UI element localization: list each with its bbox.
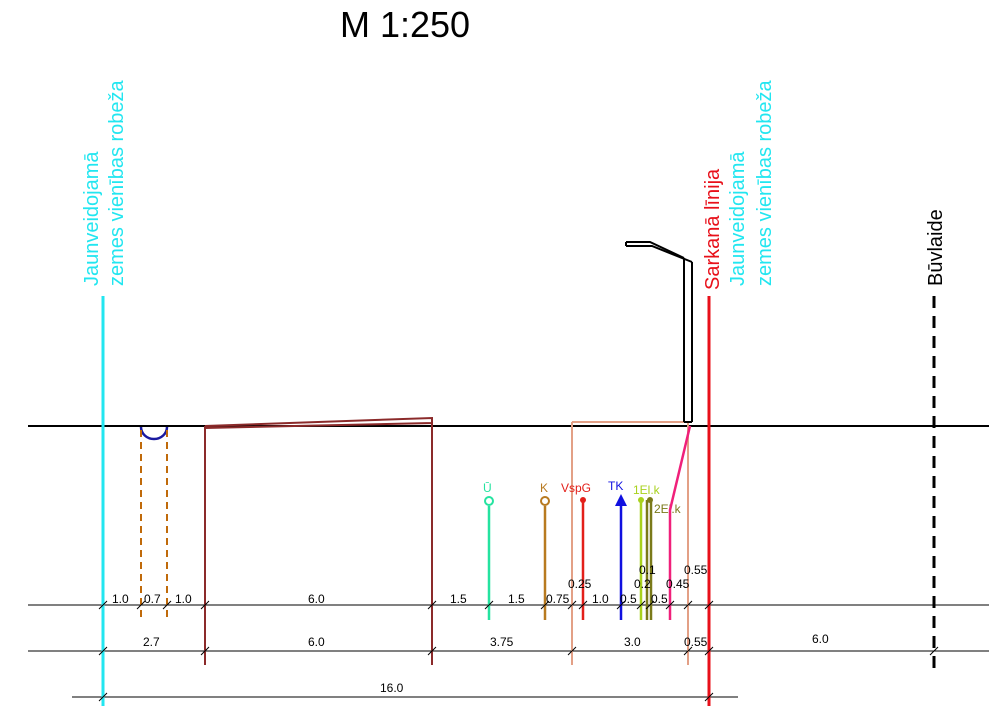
utility-k: K xyxy=(540,481,550,620)
utility-el2-label: 2El.k xyxy=(654,502,682,516)
utility-vspg-label: VspG xyxy=(561,481,591,495)
utility-u: Ū xyxy=(483,481,494,620)
scale-title: M 1:250 xyxy=(340,4,471,45)
dim2-2: 3.75 xyxy=(490,635,514,649)
dim2-5: 6.0 xyxy=(812,632,829,646)
dim1-4: 1.5 xyxy=(450,592,467,606)
road-surface xyxy=(204,416,433,429)
dim1u-1: 0.2 xyxy=(634,577,651,591)
dim1-6: 0.75 xyxy=(546,592,570,606)
utility-tk: TK xyxy=(608,479,627,620)
dim3-0: 16.0 xyxy=(380,681,404,695)
red-line-label: Sarkanā līnija xyxy=(702,168,724,290)
right-boundary-label-1: Jaunveidojamā xyxy=(727,151,749,286)
dim1u-2: 0.45 xyxy=(666,577,690,591)
utility-tk-label: TK xyxy=(608,479,623,493)
dim1u-0: 0.25 xyxy=(568,577,592,591)
dim1-2: 1.0 xyxy=(175,592,192,606)
utility-el1: 1El.k xyxy=(633,483,661,620)
dim1u-4: 0.55 xyxy=(684,563,708,577)
right-boundary-label-2: zemes vienības robeža xyxy=(754,79,776,286)
dim1-0: 1.0 xyxy=(112,592,129,606)
utility-vspg: VspG xyxy=(561,481,591,620)
dim2-1: 6.0 xyxy=(308,635,325,649)
left-boundary-label-2: zemes vienības robeža xyxy=(106,79,128,286)
dim2-0: 2.7 xyxy=(143,635,160,649)
utility-k-label: K xyxy=(540,481,548,495)
dim2-4: 0.55 xyxy=(684,635,708,649)
dim-ticks xyxy=(98,600,939,702)
utility-el2: 2El.k xyxy=(645,497,682,620)
utility-el-pink xyxy=(668,425,692,620)
dim2-3: 3.0 xyxy=(624,635,641,649)
dim1-8: 0.5 xyxy=(620,592,637,606)
street-lamp-icon xyxy=(625,241,693,423)
dim1u-3: 0.1 xyxy=(639,563,656,577)
left-boundary-label-1: Jaunveidojamā xyxy=(81,151,103,286)
dim1-9: 0.5 xyxy=(651,592,668,606)
dim1-5: 1.5 xyxy=(508,592,525,606)
drain-pipe-icon xyxy=(139,426,169,441)
utility-el1-label: 1El.k xyxy=(633,483,661,497)
dim1-1: 0.7 xyxy=(144,592,161,606)
dim1-3: 6.0 xyxy=(308,592,325,606)
dim1-7: 1.0 xyxy=(592,592,609,606)
utility-u-label: Ū xyxy=(483,481,492,495)
building-line-label: Būvlaide xyxy=(925,209,947,286)
